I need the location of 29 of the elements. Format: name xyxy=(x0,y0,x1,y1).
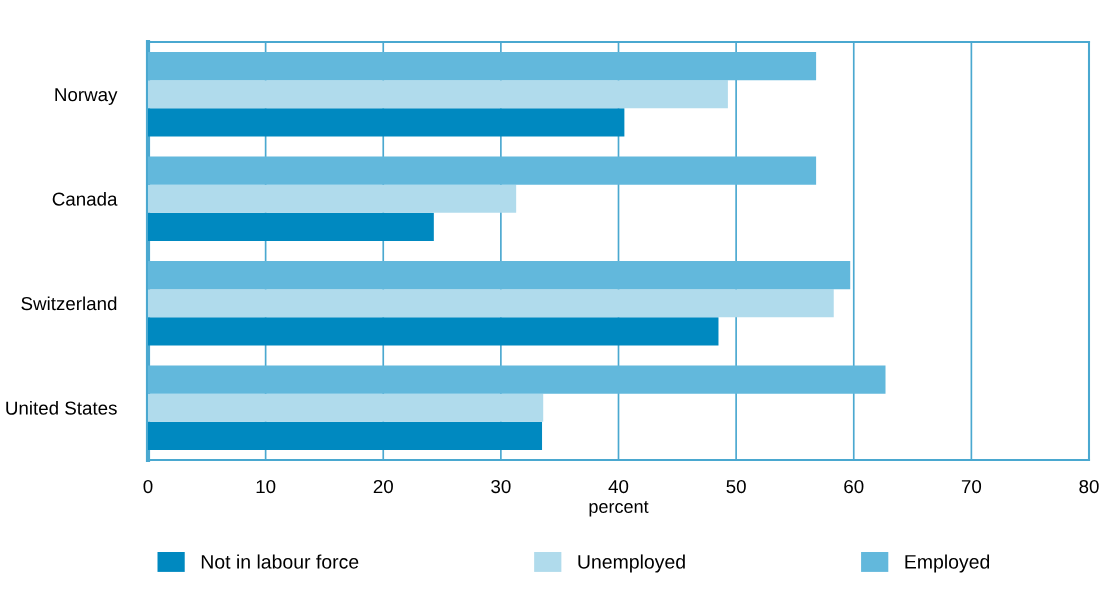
legend-label: Unemployed xyxy=(578,554,685,573)
bar xyxy=(148,80,728,109)
bar xyxy=(148,184,517,213)
x-tick-label: 60 xyxy=(844,479,864,494)
x-tick-label: 0 xyxy=(143,479,153,494)
bar xyxy=(148,156,817,185)
y-tick-label: Norway xyxy=(55,88,118,105)
x-tick-label: 80 xyxy=(1079,479,1099,494)
x-axis-title: percent xyxy=(589,501,649,517)
x-tick-label: 10 xyxy=(256,479,276,494)
y-tick-label: Canada xyxy=(52,191,118,206)
bar xyxy=(148,51,817,81)
x-tick-label: 50 xyxy=(726,479,746,494)
legend-label: Not in labour force xyxy=(201,554,359,569)
bar xyxy=(148,317,719,346)
x-tick-label: 30 xyxy=(491,479,511,494)
bar xyxy=(148,365,886,394)
bar xyxy=(148,108,625,137)
x-tick-label: 40 xyxy=(608,479,629,494)
y-tick-label: United States xyxy=(6,400,117,415)
bar xyxy=(148,289,834,318)
bar xyxy=(148,260,851,290)
legend-label: Employed xyxy=(905,554,990,573)
x-tick-label: 20 xyxy=(373,479,393,494)
x-tick-label: 70 xyxy=(961,479,982,494)
bar xyxy=(148,212,434,242)
bar xyxy=(148,393,544,422)
y-tick-label: Switzerland xyxy=(21,296,117,311)
bar xyxy=(148,421,543,451)
